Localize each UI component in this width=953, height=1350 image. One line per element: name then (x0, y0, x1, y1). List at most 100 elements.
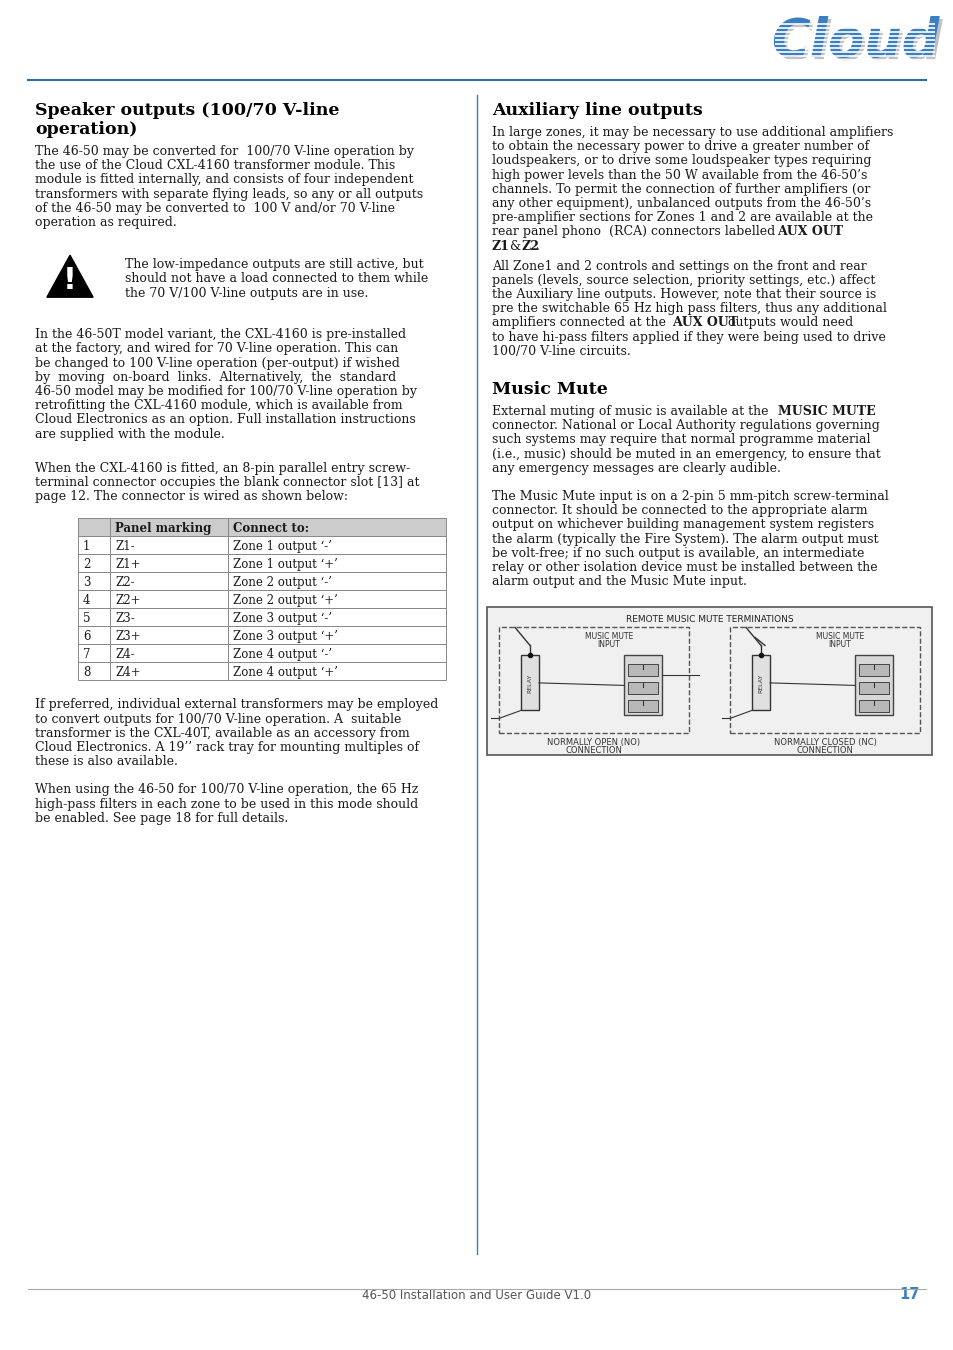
Bar (110, 609, 228, 626)
Text: channels. To permit the connection of further amplifiers (or: channels. To permit the connection of fu… (492, 182, 869, 196)
Text: to have hi-pass filters applied if they were being used to drive: to have hi-pass filters applied if they … (492, 331, 885, 344)
Text: Zone 3 output ‘+’: Zone 3 output ‘+’ (233, 630, 337, 643)
Bar (78, 609, 110, 626)
Text: .: . (536, 239, 539, 252)
Bar (228, 536, 446, 555)
Text: Speaker outputs (100/70 V-line: Speaker outputs (100/70 V-line (35, 103, 339, 119)
Bar (858, 664, 888, 676)
Text: by  moving  on-board  links.  Alternatively,  the  standard: by moving on-board links. Alternatively,… (35, 371, 395, 383)
Text: The low-impedance outputs are still active, but: The low-impedance outputs are still acti… (125, 258, 423, 271)
Text: Z2+: Z2+ (115, 594, 140, 608)
Text: page 12. The connector is wired as shown below:: page 12. The connector is wired as shown… (35, 490, 348, 504)
Text: Auxiliary line outputs: Auxiliary line outputs (492, 103, 702, 119)
Text: Z4-: Z4- (115, 648, 134, 662)
Text: Panel marking: Panel marking (115, 522, 212, 535)
Bar (623, 655, 661, 716)
Text: any other equipment), unbalanced outputs from the 46-50’s: any other equipment), unbalanced outputs… (492, 197, 870, 211)
Text: alarm output and the Music Mute input.: alarm output and the Music Mute input. (492, 575, 746, 589)
Text: Zone 3 output ‘-’: Zone 3 output ‘-’ (233, 612, 332, 625)
Text: connector. It should be connected to the appropriate alarm: connector. It should be connected to the… (492, 504, 866, 517)
Text: be volt-free; if no such output is available, an intermediate: be volt-free; if no such output is avail… (492, 547, 863, 560)
Text: If preferred, individual external transformers may be employed: If preferred, individual external transf… (35, 698, 438, 711)
Bar (228, 518, 446, 536)
Bar (78, 663, 110, 680)
Text: terminal connector occupies the blank connector slot [13] at: terminal connector occupies the blank co… (35, 477, 419, 489)
Text: loudspeakers, or to drive some loudspeaker types requiring: loudspeakers, or to drive some loudspeak… (492, 154, 871, 167)
Text: pre the switchable 65 Hz high pass filters, thus any additional: pre the switchable 65 Hz high pass filte… (492, 302, 886, 315)
Text: Zone 4 output ‘+’: Zone 4 output ‘+’ (233, 666, 337, 679)
Bar (729, 628, 919, 733)
Text: AUX OUT: AUX OUT (776, 225, 842, 239)
Bar (78, 572, 110, 590)
Text: amplifiers connected at the: amplifiers connected at the (492, 316, 669, 329)
Bar (228, 590, 446, 609)
Text: 2: 2 (83, 558, 91, 571)
Text: !: ! (63, 266, 77, 294)
Text: Cloud: Cloud (770, 16, 938, 68)
Text: module is fitted internally, and consists of four independent: module is fitted internally, and consist… (35, 173, 413, 186)
Text: Z1+: Z1+ (115, 558, 140, 571)
Text: The 46-50 may be converted for  100/70 V-line operation by: The 46-50 may be converted for 100/70 V-… (35, 144, 414, 158)
Text: &: & (505, 239, 524, 252)
Bar (498, 628, 688, 733)
Text: INPUT: INPUT (828, 640, 850, 649)
Bar (627, 701, 658, 713)
Bar (110, 590, 228, 609)
Text: 5: 5 (83, 612, 91, 625)
Text: Z1-: Z1- (115, 540, 134, 553)
Bar (751, 655, 769, 710)
Text: the 70 V/100 V-line outputs are in use.: the 70 V/100 V-line outputs are in use. (125, 286, 368, 300)
Text: be enabled. See page 18 for full details.: be enabled. See page 18 for full details… (35, 811, 288, 825)
Text: of the 46-50 may be converted to  100 V and/or 70 V-line: of the 46-50 may be converted to 100 V a… (35, 201, 395, 215)
Bar (78, 536, 110, 555)
Text: Zone 2 output ‘-’: Zone 2 output ‘-’ (233, 576, 332, 589)
Text: Z2: Z2 (521, 239, 539, 252)
Text: operation as required.: operation as required. (35, 216, 176, 230)
Text: When the CXL-4160 is fitted, an 8-pin parallel entry screw-: When the CXL-4160 is fitted, an 8-pin pa… (35, 462, 410, 475)
Bar (854, 655, 892, 716)
Text: output on whichever building management system registers: output on whichever building management … (492, 518, 873, 532)
Bar (627, 664, 658, 676)
Text: MUSIC MUTE: MUSIC MUTE (778, 405, 875, 418)
Text: Zone 2 output ‘+’: Zone 2 output ‘+’ (233, 594, 337, 608)
Text: to convert outputs for 100/70 V-line operation. A  suitable: to convert outputs for 100/70 V-line ope… (35, 713, 401, 725)
Text: CONNECTION: CONNECTION (565, 747, 621, 756)
Bar (627, 682, 658, 694)
Text: Zone 1 output ‘-’: Zone 1 output ‘-’ (233, 540, 332, 553)
Bar (110, 555, 228, 572)
Text: such systems may require that normal programme material: such systems may require that normal pro… (492, 433, 869, 447)
Text: Cloud Electronics as an option. Full installation instructions: Cloud Electronics as an option. Full ins… (35, 413, 416, 427)
Text: transformers with separate flying leads, so any or all outputs: transformers with separate flying leads,… (35, 188, 423, 201)
Text: any emergency messages are clearly audible.: any emergency messages are clearly audib… (492, 462, 781, 475)
Text: 46-50 model may be modified for 100/70 V-line operation by: 46-50 model may be modified for 100/70 V… (35, 385, 416, 398)
Text: pre-amplifier sections for Zones 1 and 2 are available at the: pre-amplifier sections for Zones 1 and 2… (492, 211, 872, 224)
Text: AUX OUT: AUX OUT (671, 316, 738, 329)
Bar (228, 555, 446, 572)
Text: 1: 1 (83, 540, 91, 553)
Text: to obtain the necessary power to drive a greater number of: to obtain the necessary power to drive a… (492, 140, 868, 153)
Text: rear panel phono  (RCA) connectors labelled: rear panel phono (RCA) connectors labell… (492, 225, 779, 239)
Bar (110, 572, 228, 590)
Text: operation): operation) (35, 122, 137, 138)
Text: 3: 3 (83, 576, 91, 589)
Text: MUSIC MUTE: MUSIC MUTE (584, 632, 633, 641)
Text: the use of the Cloud CXL-4160 transformer module. This: the use of the Cloud CXL-4160 transforme… (35, 159, 395, 173)
Text: 17: 17 (899, 1287, 919, 1301)
Text: Zone 4 output ‘-’: Zone 4 output ‘-’ (233, 648, 332, 662)
Bar (858, 701, 888, 713)
Text: 6: 6 (83, 630, 91, 643)
Text: should not have a load connected to them while: should not have a load connected to them… (125, 273, 428, 285)
Text: Z2-: Z2- (115, 576, 134, 589)
Bar (110, 536, 228, 555)
Text: In the 46-50T model variant, the CXL-4160 is pre-installed: In the 46-50T model variant, the CXL-416… (35, 328, 406, 342)
Bar (228, 663, 446, 680)
Text: relay or other isolation device must be installed between the: relay or other isolation device must be … (492, 562, 877, 574)
Text: panels (levels, source selection, priority settings, etc.) affect: panels (levels, source selection, priori… (492, 274, 875, 286)
Text: high power levels than the 50 W available from the 46-50’s: high power levels than the 50 W availabl… (492, 169, 866, 182)
Text: Z4+: Z4+ (115, 666, 140, 679)
Bar (78, 555, 110, 572)
Text: be changed to 100 V-line operation (per-output) if wished: be changed to 100 V-line operation (per-… (35, 356, 399, 370)
Bar (228, 644, 446, 663)
Text: CONNECTION: CONNECTION (796, 747, 853, 756)
Bar (110, 663, 228, 680)
